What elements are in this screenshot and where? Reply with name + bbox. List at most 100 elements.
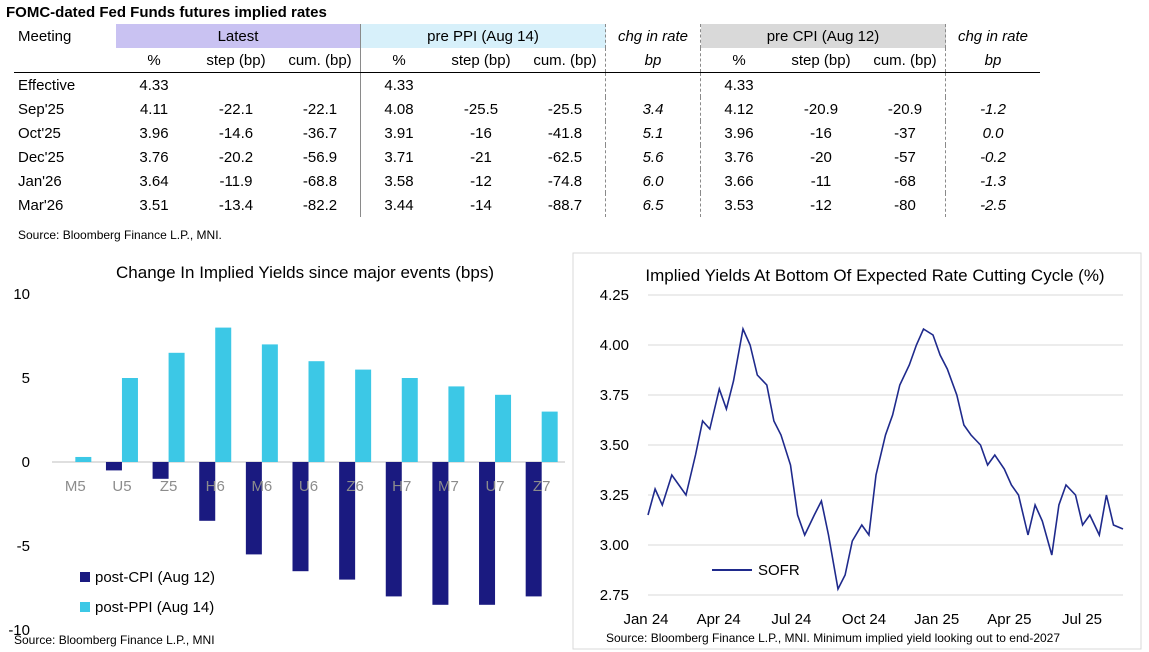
bar-y-tick-label: -10 (8, 622, 30, 639)
table-title: FOMC-dated Fed Funds futures implied rat… (6, 4, 327, 21)
bar-x-tick-label: Z7 (533, 478, 551, 495)
chg-ppi-cell: 6.0 (605, 169, 701, 193)
cpi-cum-cell: -57 (894, 148, 916, 166)
line-y-tick-label: 3.50 (600, 437, 629, 454)
post-ppi-bar-z6 (355, 369, 372, 462)
bar-x-tick-label: M7 (438, 478, 459, 495)
chg-ppi-cell: 5.6 (605, 145, 701, 169)
latest-cum-cell: -68.8 (302, 172, 338, 190)
latest-step-cell: -14.6 (218, 124, 254, 142)
latest-pct-cell: 4.11 (139, 100, 169, 118)
latest-pct-cell: 4.33 (139, 76, 169, 94)
chg-ppi-cell: 3.4 (605, 97, 701, 121)
chg-cpi-cell: 0.0 (945, 121, 1040, 145)
latest-cum-cell (280, 73, 361, 98)
cpi-pct-cell: 3.96 (700, 121, 777, 145)
cpi-cum-cell (865, 73, 946, 98)
ppi-cum-cell: -25.5 (547, 100, 583, 118)
latest-step-cell: -13.4 (218, 196, 254, 214)
header-meeting: Meeting (18, 27, 72, 45)
ppi-pct-cell: 3.58 (360, 169, 437, 193)
bar-x-tick-label: M6 (251, 478, 272, 495)
bar-x-tick-label: U5 (112, 478, 131, 495)
cpi-pct-cell: 3.76 (700, 145, 777, 169)
line-x-tick-label: Apr 24 (697, 611, 741, 628)
bar-chart-source: Source: Bloomberg Finance L.P., MNI (14, 633, 215, 647)
latest-cum-cell: -82.2 (302, 196, 338, 214)
ppi-step-cell: -16 (470, 124, 492, 142)
cpi-step-cell: -12 (810, 196, 832, 214)
ppi-step-cell (437, 73, 525, 98)
ppi-step-cell: -21 (470, 148, 492, 166)
post-ppi-bar-u6 (308, 361, 325, 462)
post-cpi-bar-z6 (339, 462, 356, 580)
latest-step-cell: -20.2 (218, 148, 254, 166)
post-cpi-bar-u7 (479, 462, 496, 605)
post-ppi-bar-u5 (121, 378, 138, 462)
bar-chart-title: Change In Implied Yields since major eve… (116, 263, 494, 282)
line-y-tick-label: 4.00 (600, 337, 629, 354)
header-pre-ppi: pre PPI (Aug 14) (360, 24, 606, 48)
ppi-step-cell: -25.5 (463, 100, 499, 118)
line-x-tick-label: Oct 24 (842, 611, 886, 628)
latest-step-cell: -11.9 (219, 172, 253, 190)
latest-pct-cell: 3.64 (139, 172, 169, 190)
sofr-series-line (647, 326, 1124, 592)
bar-y-tick-label: -5 (17, 538, 30, 555)
table-row: Oct'25 3.96 -14.6 -36.7 3.91 -16 -41.8 5.1 3.96-… (14, 121, 1040, 145)
latest-pct-cell: 3.76 (139, 148, 169, 166)
chg-cpi-cell: -1.3 (945, 169, 1040, 193)
bar-x-tick-label: Z6 (346, 478, 364, 495)
cpi-pct-cell: 3.66 (700, 169, 777, 193)
latest-cum-cell: -56.9 (302, 148, 338, 166)
line-x-tick-label: Jul 25 (1062, 611, 1102, 628)
latest-pct-cell: 3.51 (139, 196, 169, 214)
post-cpi-bar-h6 (199, 462, 216, 521)
table-source: Source: Bloomberg Finance L.P., MNI. (18, 228, 222, 242)
bar-x-tick-label: Z5 (160, 478, 178, 495)
post-cpi-bar-u6 (292, 462, 309, 572)
table-subheader-row: % step (bp) cum. (bp) % step (bp) cum. (… (14, 48, 1040, 73)
chg-ppi-cell (605, 72, 701, 97)
line-y-tick-label: 3.25 (600, 487, 629, 504)
cpi-step-cell: -16 (810, 124, 832, 142)
meeting-cell: Mar'26 (18, 196, 64, 214)
post-cpi-bar-m7 (432, 462, 449, 605)
legend-sofr-label: SOFR (758, 562, 800, 579)
ppi-cum-cell (525, 73, 606, 98)
post-ppi-bar-z7 (541, 411, 558, 462)
post-ppi-bar-h6 (215, 327, 232, 462)
ppi-pct-cell: 3.71 (360, 145, 437, 169)
header-chg-rate-1: chg in rate (605, 24, 701, 48)
line-x-tick-label: Jan 24 (623, 611, 668, 628)
cpi-cum-cell: -20.9 (887, 100, 923, 118)
cpi-step-cell: -20 (810, 148, 832, 166)
post-cpi-bar-u5 (105, 462, 122, 471)
ppi-cum-cell: -62.5 (547, 148, 583, 166)
ppi-pct-cell: 4.33 (360, 72, 437, 97)
line-y-tick-label: 4.25 (600, 287, 629, 304)
line-x-tick-label: Apr 25 (987, 611, 1031, 628)
bar-y-tick-label: 5 (22, 370, 30, 387)
ppi-cum-cell: -74.8 (547, 172, 583, 190)
subheader-bp: bp (945, 48, 1040, 73)
subheader-step: step (bp) (437, 48, 525, 73)
post-ppi-bar-h7 (401, 378, 418, 462)
subheader-cum: cum. (bp) (525, 48, 606, 73)
chg-ppi-cell: 6.5 (605, 193, 701, 217)
chg-cpi-cell: -0.2 (945, 145, 1040, 169)
ppi-cum-cell: -41.8 (547, 124, 583, 142)
chg-cpi-cell: -1.2 (945, 97, 1040, 121)
rates-table: Meeting Latest pre PPI (Aug 14) chg in r… (14, 24, 1040, 217)
bar-y-tick-label: 10 (13, 286, 30, 303)
table-row: Dec'25 3.76 -20.2 -56.9 3.71 -21 -62.5 5.6 3.76-… (14, 145, 1040, 169)
latest-cum-cell: -22.1 (302, 100, 338, 118)
ppi-pct-cell: 4.08 (360, 97, 437, 121)
table-row: Jan'26 3.64 -11.9 -68.8 3.58 -12 -74.8 6.0 3.66 -… (14, 169, 1040, 193)
meeting-cell: Dec'25 (18, 148, 65, 166)
post-ppi-bar-u7 (495, 394, 512, 462)
line-chart: Implied Yields At Bottom Of Expected Rat… (572, 252, 1142, 650)
subheader-cum: cum. (bp) (280, 48, 361, 73)
cpi-pct-cell: 4.33 (700, 72, 777, 97)
table-header-row: Meeting Latest pre PPI (Aug 14) chg in r… (14, 24, 1040, 48)
